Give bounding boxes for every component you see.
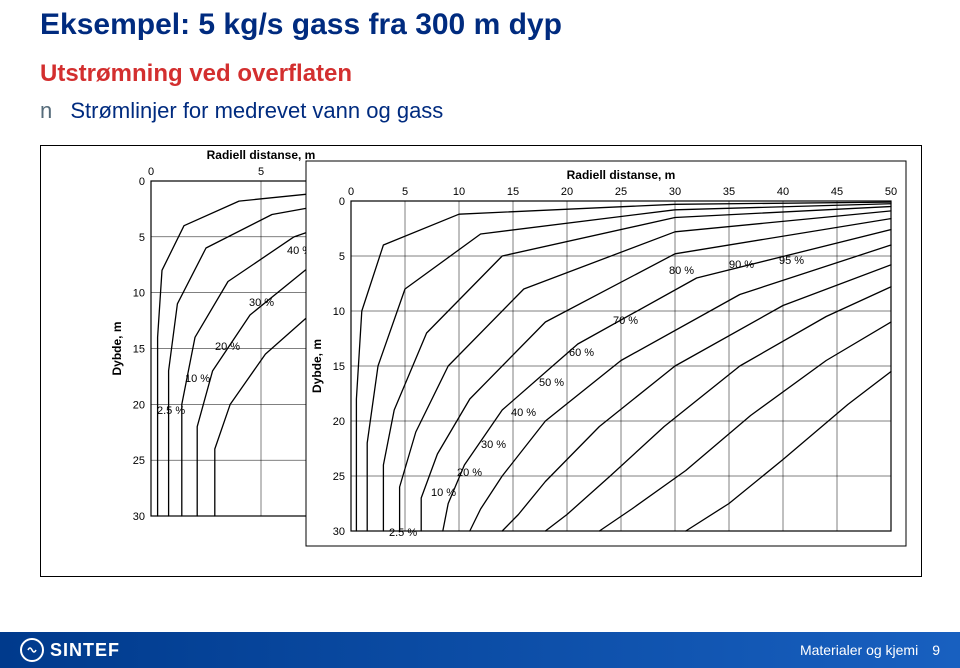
svg-text:20 %: 20 %	[457, 467, 482, 479]
svg-text:90 %: 90 %	[729, 259, 754, 271]
svg-text:20: 20	[333, 416, 345, 428]
svg-text:30 %: 30 %	[249, 297, 274, 309]
footer-label: Materialer og kjemi	[800, 642, 918, 658]
page-number: 9	[932, 642, 940, 658]
svg-text:10: 10	[133, 288, 145, 300]
svg-text:20 %: 20 %	[215, 341, 240, 353]
svg-text:5: 5	[402, 186, 408, 198]
page-subtitle: Utstrømning ved overflaten	[40, 60, 352, 88]
svg-text:15: 15	[507, 186, 519, 198]
svg-text:80 %: 80 %	[669, 265, 694, 277]
svg-text:45: 45	[831, 186, 843, 198]
svg-text:5: 5	[139, 232, 145, 244]
svg-text:10: 10	[333, 306, 345, 318]
svg-text:30: 30	[333, 526, 345, 538]
svg-text:95 %: 95 %	[779, 255, 804, 267]
svg-text:20: 20	[561, 186, 573, 198]
chart-container: Radiell distanse, m 0 5 10 0 5 10 15 20 25 30 Dybde…	[40, 145, 922, 577]
svg-text:2.5 %: 2.5 %	[389, 527, 417, 539]
svg-text:25: 25	[615, 186, 627, 198]
svg-text:2.5 %: 2.5 %	[157, 405, 185, 417]
svg-text:70 %: 70 %	[613, 315, 638, 327]
svg-text:0: 0	[139, 176, 145, 188]
svg-text:25: 25	[333, 471, 345, 483]
svg-text:Dybde, m: Dybde, m	[310, 339, 324, 393]
bullet-line: n Strømlinjer for medrevet vann og gass	[40, 98, 443, 124]
svg-text:10 %: 10 %	[185, 373, 210, 385]
svg-text:40 %: 40 %	[511, 407, 536, 419]
svg-text:10: 10	[453, 186, 465, 198]
svg-text:50 %: 50 %	[539, 377, 564, 389]
bullet-text: Strømlinjer for medrevet vann og gass	[70, 98, 443, 123]
svg-text:Radiell distanse, m: Radiell distanse, m	[207, 148, 316, 162]
footer-bar: SINTEF Materialer og kjemi 9	[0, 632, 960, 668]
svg-text:10 %: 10 %	[431, 487, 456, 499]
svg-text:50: 50	[885, 186, 897, 198]
sintef-logo: SINTEF	[20, 638, 120, 662]
svg-text:15: 15	[133, 344, 145, 356]
svg-text:5: 5	[339, 251, 345, 263]
svg-text:0: 0	[348, 186, 354, 198]
svg-text:60 %: 60 %	[569, 347, 594, 359]
chart-svg: Radiell distanse, m 0 5 10 0 5 10 15 20 25 30 Dybde…	[41, 146, 921, 576]
logo-icon	[20, 638, 44, 662]
svg-text:40: 40	[777, 186, 789, 198]
svg-text:5: 5	[258, 166, 264, 178]
svg-text:30 %: 30 %	[481, 439, 506, 451]
svg-text:Radiell distanse, m: Radiell distanse, m	[567, 168, 676, 182]
svg-text:30: 30	[133, 511, 145, 523]
logo-text: SINTEF	[50, 640, 120, 661]
svg-text:30: 30	[669, 186, 681, 198]
svg-text:20: 20	[133, 399, 145, 411]
svg-text:25: 25	[133, 455, 145, 467]
page-title: Eksempel: 5 kg/s gass fra 300 m dyp	[40, 8, 562, 42]
svg-text:Dybde, m: Dybde, m	[110, 321, 124, 375]
bullet-marker: n	[40, 98, 52, 123]
svg-text:35: 35	[723, 186, 735, 198]
svg-text:15: 15	[333, 361, 345, 373]
svg-text:0: 0	[148, 166, 154, 178]
svg-text:0: 0	[339, 196, 345, 208]
